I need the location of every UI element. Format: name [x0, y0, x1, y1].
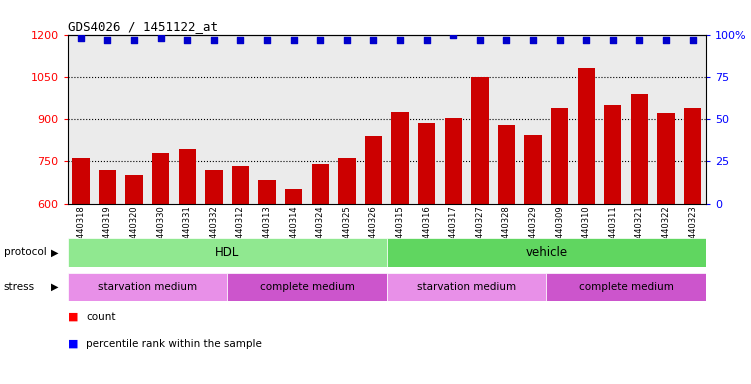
Point — [607, 36, 619, 43]
Text: ■: ■ — [68, 312, 78, 322]
Bar — [551, 108, 569, 204]
Bar — [312, 164, 329, 204]
Point — [633, 36, 645, 43]
Bar — [338, 159, 355, 204]
Point — [421, 36, 433, 43]
Bar — [631, 94, 648, 204]
Bar — [657, 113, 674, 204]
Text: complete medium: complete medium — [579, 282, 674, 292]
Bar — [205, 170, 222, 204]
Bar — [152, 153, 169, 204]
Bar — [445, 118, 462, 204]
Bar — [365, 136, 382, 204]
Point — [128, 36, 140, 43]
Point — [500, 36, 512, 43]
Point — [288, 36, 300, 43]
Point — [660, 36, 672, 43]
Bar — [258, 180, 276, 204]
Text: ▶: ▶ — [51, 247, 59, 258]
Point — [208, 36, 220, 43]
Bar — [285, 189, 303, 204]
Bar — [418, 123, 436, 204]
Bar — [387, 238, 706, 267]
Bar — [391, 112, 409, 204]
Bar — [227, 273, 387, 301]
Point — [155, 35, 167, 41]
Bar — [605, 105, 622, 204]
Point — [234, 36, 246, 43]
Bar — [99, 170, 116, 204]
Point — [553, 36, 566, 43]
Point — [527, 36, 539, 43]
Text: count: count — [86, 312, 116, 322]
Text: ▶: ▶ — [51, 282, 59, 292]
Bar — [68, 273, 227, 301]
Point — [101, 36, 113, 43]
Text: starvation medium: starvation medium — [98, 282, 197, 292]
Bar — [232, 166, 249, 204]
Bar — [125, 175, 143, 204]
Bar — [68, 238, 387, 267]
Point — [581, 36, 593, 43]
Point — [367, 36, 379, 43]
Point — [474, 36, 486, 43]
Point — [75, 35, 87, 41]
Text: protocol: protocol — [4, 247, 47, 258]
Text: complete medium: complete medium — [260, 282, 354, 292]
Text: HDL: HDL — [215, 246, 240, 259]
Bar — [179, 149, 196, 204]
Text: starvation medium: starvation medium — [417, 282, 516, 292]
Bar — [684, 108, 701, 204]
Text: GDS4026 / 1451122_at: GDS4026 / 1451122_at — [68, 20, 218, 33]
Bar — [471, 77, 488, 204]
Text: stress: stress — [4, 282, 35, 292]
Text: percentile rank within the sample: percentile rank within the sample — [86, 339, 262, 349]
Point — [261, 36, 273, 43]
Point — [448, 31, 460, 38]
Bar — [524, 134, 541, 204]
Point — [181, 36, 193, 43]
Text: ■: ■ — [68, 339, 78, 349]
Text: vehicle: vehicle — [525, 246, 568, 259]
Point — [341, 36, 353, 43]
Bar — [578, 68, 595, 204]
Point — [394, 36, 406, 43]
Bar — [498, 125, 515, 204]
Bar — [387, 273, 547, 301]
Point — [686, 36, 698, 43]
Bar — [72, 159, 89, 204]
Bar — [547, 273, 706, 301]
Point — [314, 36, 326, 43]
